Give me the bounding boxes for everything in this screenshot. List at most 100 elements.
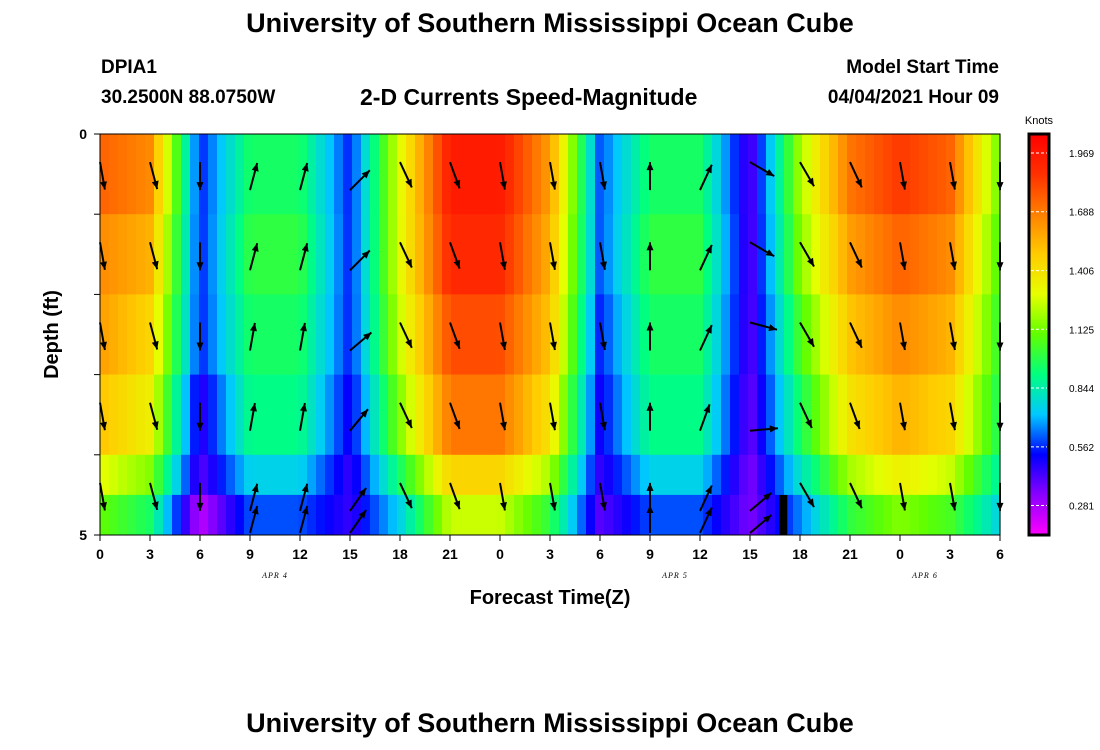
heatmap-cell: [253, 294, 263, 375]
heatmap-cell: [856, 214, 866, 295]
heatmap-cell: [550, 454, 560, 496]
heatmap-cell: [388, 134, 398, 215]
heatmap-cell: [559, 454, 569, 496]
heatmap-cell: [334, 214, 344, 295]
heatmap-cell: [235, 134, 245, 215]
arrow-head: [805, 419, 812, 428]
heatmap-cell: [784, 454, 794, 496]
heatmap-cell: [865, 134, 875, 215]
heatmap-cell: [532, 454, 542, 496]
heatmap-cell: [541, 214, 551, 295]
heatmap-cell: [919, 454, 929, 496]
heatmap-cell: [757, 494, 767, 536]
heatmap-cell: [748, 374, 758, 456]
heatmap-cell: [955, 374, 965, 456]
heatmap-cell: [793, 494, 803, 536]
heatmap-cell: [847, 494, 857, 536]
heatmap-cell: [352, 454, 362, 496]
heatmap-cell: [424, 214, 434, 295]
current-arrow: [749, 241, 775, 258]
heatmap-cell: [910, 214, 920, 295]
heatmap-cell: [964, 134, 974, 215]
arrow-head: [855, 258, 862, 268]
heatmap-cell: [811, 454, 821, 496]
heatmap-cell: [892, 374, 902, 456]
arrow-head: [705, 244, 712, 254]
heatmap-cell: [937, 214, 947, 295]
heatmap-cell: [532, 374, 542, 456]
heatmap-cell: [451, 134, 461, 215]
heatmap-cell: [640, 214, 650, 295]
arrow-head: [361, 250, 370, 259]
heatmap-cell: [523, 214, 533, 295]
heatmap-cell: [658, 494, 668, 536]
heatmap-cell: [226, 134, 236, 215]
current-arrow: [749, 492, 773, 512]
current-arrow: [499, 482, 507, 511]
current-arrow: [399, 482, 413, 509]
heatmap-cell: [829, 214, 839, 295]
heatmap-cell: [190, 494, 200, 536]
heatmap-cell: [100, 454, 110, 496]
heatmap-cell: [712, 134, 722, 215]
arrow-head: [300, 403, 307, 412]
model-start-label: Model Start Time: [846, 57, 999, 78]
heatmap-cell: [505, 374, 515, 456]
heatmap-cell: [946, 214, 956, 295]
heatmap-cell: [208, 374, 218, 456]
arrow-head: [763, 515, 772, 523]
arrow-head: [405, 499, 412, 509]
heatmap-cell: [811, 294, 821, 375]
arrow-head: [250, 403, 257, 412]
x-tick-label: 6: [996, 546, 1004, 562]
heatmap-cell: [676, 374, 686, 456]
heatmap-cell: [748, 214, 758, 295]
heatmap-cell: [577, 294, 587, 375]
current-arrow: [949, 402, 957, 431]
colorbar: 1.969 1.688 1.406 1.125 0.844 0.562 0.281 Knots: [1025, 115, 1094, 537]
heatmap-cell: [352, 374, 362, 456]
heatmap-cell: [802, 374, 812, 456]
arrow-head: [500, 261, 507, 270]
arrow-head: [500, 421, 507, 431]
heatmap-cell: [514, 134, 524, 215]
arrow-head: [301, 506, 309, 515]
heatmap-cell: [550, 374, 560, 456]
heatmap-cell: [370, 134, 380, 215]
x-tick-label: 21: [442, 546, 458, 562]
heatmap-cell: [280, 294, 290, 375]
heatmap-cell: [172, 294, 182, 375]
heatmap-cell: [586, 134, 596, 215]
heatmap-cell: [541, 294, 551, 375]
heatmap-cell: [649, 294, 659, 375]
heatmap-cell: [919, 494, 929, 536]
current-arrow: [599, 482, 607, 511]
heatmap-cell: [730, 214, 740, 295]
heatmap-cell: [154, 374, 164, 456]
heatmap-cell: [118, 134, 128, 215]
current-arrow: [399, 161, 413, 188]
heatmap-cell: [433, 374, 443, 456]
arrow-head: [453, 179, 461, 189]
heatmap-cell: [523, 294, 533, 375]
heatmap-cell: [145, 374, 155, 456]
current-arrow: [249, 242, 259, 271]
heatmap-cell: [784, 294, 794, 375]
heatmap-cell: [577, 134, 587, 215]
heatmap-cell: [379, 214, 389, 295]
colorbar-tick-label: 0.562: [1069, 443, 1094, 454]
heatmap-cell: [631, 454, 641, 496]
heatmap-cell: [577, 374, 587, 456]
heatmap-cell: [235, 454, 245, 496]
heatmap-cell: [676, 214, 686, 295]
colorbar-tick-label: 1.406: [1069, 267, 1094, 278]
current-arrow: [799, 161, 815, 187]
x-tick-label: 0: [896, 546, 904, 562]
heatmap-cell: [289, 374, 299, 456]
heatmap-cell: [217, 294, 227, 375]
heatmap-cell: [334, 294, 344, 375]
arrow-head: [301, 483, 309, 493]
heatmap-cell: [910, 294, 920, 375]
heatmap-cell: [712, 214, 722, 295]
heatmap-cell: [577, 214, 587, 295]
